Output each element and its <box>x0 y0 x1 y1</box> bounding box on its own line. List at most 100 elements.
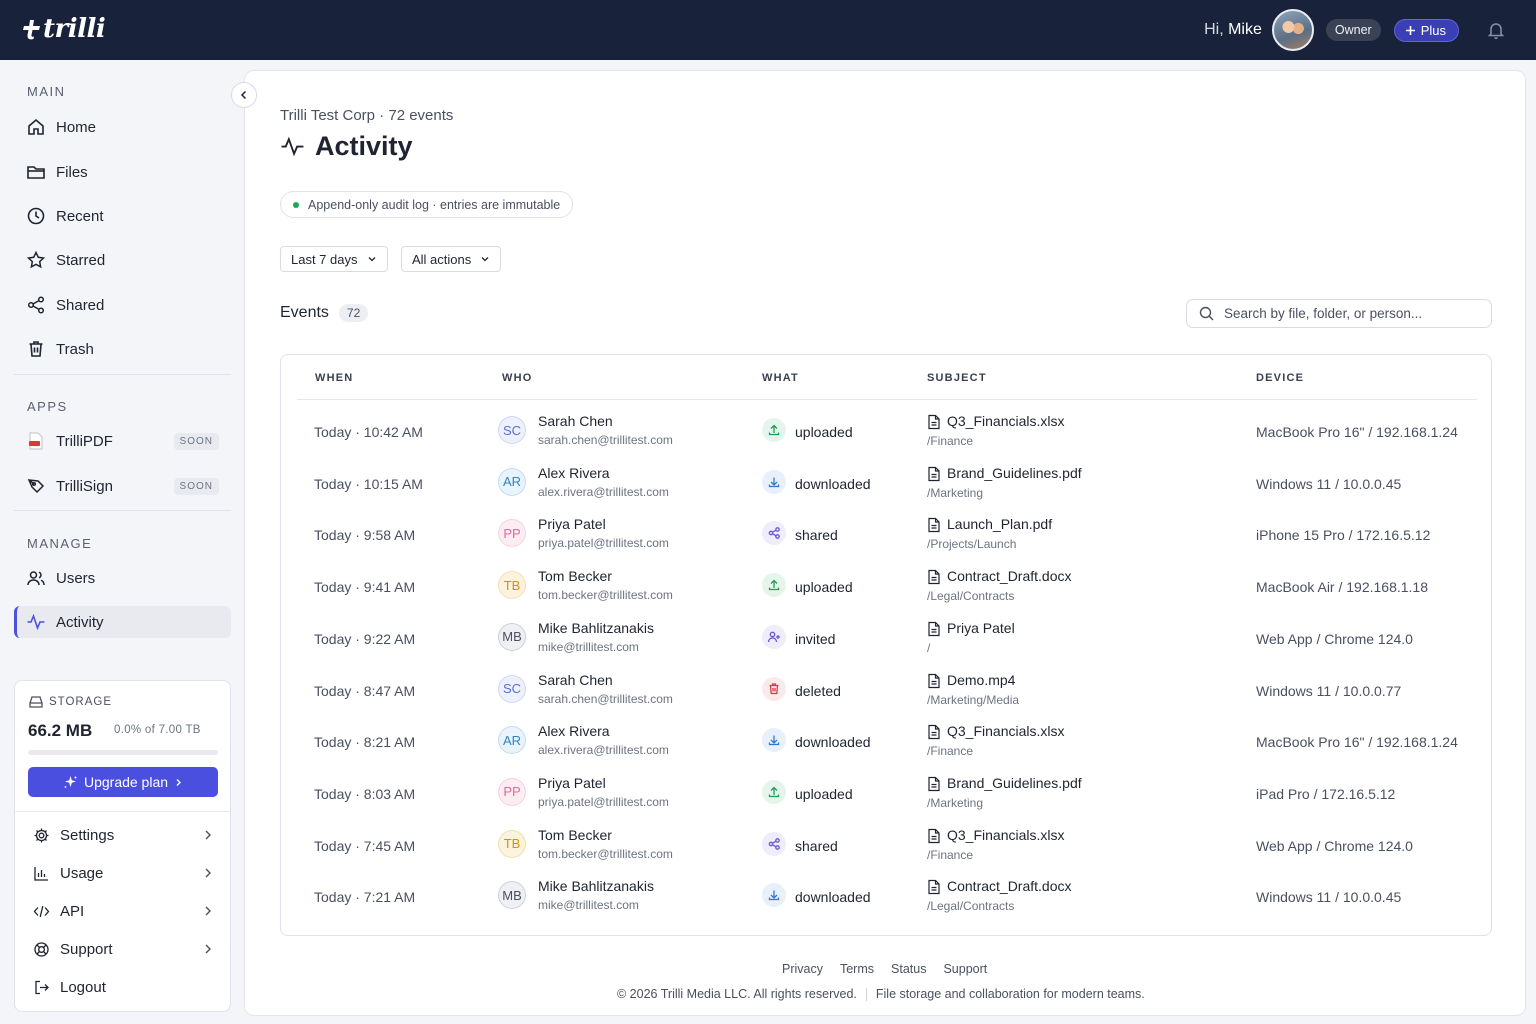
subject-name[interactable]: Brand_Guidelines.pdf <box>947 774 1082 791</box>
table-row[interactable]: Today · 9:41 AM TB Tom Becker tom.becker@tr… <box>281 561 1491 613</box>
star-icon <box>25 249 47 271</box>
sidebar-item-trillisign[interactable]: TrilliSign SOON <box>14 470 231 502</box>
table-row[interactable]: Today · 9:58 AM PP Priya Patel priya.patel@… <box>281 509 1491 561</box>
menu-label: Usage <box>60 864 104 882</box>
user-name[interactable]: Alex Rivera <box>538 723 610 740</box>
user-name[interactable]: Sarah Chen <box>538 671 613 688</box>
subject-name[interactable]: Q3_Financials.xlsx <box>947 826 1065 843</box>
upgrade-plan-button[interactable]: Upgrade plan <box>28 767 218 797</box>
action-filter[interactable]: All actions <box>401 246 502 272</box>
sidebar-item-files[interactable]: Files <box>14 156 231 188</box>
sidebar-item-trash[interactable]: Trash <box>14 333 231 365</box>
table-row[interactable]: Today · 10:42 AM SC Sarah Chen sarah.chen@t… <box>281 406 1491 458</box>
column-header-subject[interactable]: SUBJECT <box>927 372 987 384</box>
column-header-device[interactable]: DEVICE <box>1256 372 1305 384</box>
table-row[interactable]: Today · 9:22 AM MB Mike Bahlitzanakis mike@… <box>281 613 1491 665</box>
user-name[interactable]: Alex Rivera <box>538 464 610 481</box>
user-name[interactable]: Sarah Chen <box>538 413 613 429</box>
table-row[interactable]: Today · 10:15 AM AR Alex Rivera alex.rivera… <box>281 458 1491 510</box>
event-time: Today · 8:03 AM <box>314 785 416 802</box>
user-name[interactable]: Tom Becker <box>538 568 612 585</box>
menu-logout[interactable]: Logout <box>33 972 213 1002</box>
activity-icon <box>25 611 47 633</box>
role-badge: Owner <box>1325 19 1381 41</box>
logo-mark-icon <box>23 20 40 40</box>
chevron-right-icon <box>176 778 182 786</box>
menu-usage[interactable]: Usage <box>33 858 213 888</box>
brand-name: trilli <box>43 14 106 44</box>
sidebar-item-shared[interactable]: Shared <box>14 289 231 321</box>
table-row[interactable]: Today · 8:47 AM SC Sarah Chen sarah.chen@tr… <box>281 665 1491 717</box>
sidebar-item-trillipdf[interactable]: TrilliPDF SOON <box>14 425 231 457</box>
table-row[interactable]: Today · 8:03 AM PP Priya Patel priya.patel@… <box>281 768 1491 820</box>
events-heading: Events 72 <box>280 304 369 322</box>
subject-name[interactable]: Contract_Draft.docx <box>947 568 1072 585</box>
chevron-down-icon <box>368 257 375 262</box>
device-info: MacBook Pro 16" / 192.168.1.24 <box>1256 424 1458 440</box>
column-header-what[interactable]: WHAT <box>762 372 799 384</box>
menu-support[interactable]: Support <box>33 934 213 964</box>
sidebar-item-users[interactable]: Users <box>14 562 231 594</box>
sparkle-icon <box>64 775 77 788</box>
main-panel: Trilli Test Corp · 72 events Activity Ap… <box>244 70 1526 1016</box>
device-info: Web App / Chrome 124.0 <box>1256 837 1413 854</box>
subject-name[interactable]: Launch_Plan.pdf <box>947 516 1053 533</box>
plan-badge[interactable]: Plus <box>1393 18 1459 42</box>
users-icon <box>25 567 47 589</box>
subject-name[interactable]: Q3_Financials.xlsx <box>947 413 1065 429</box>
device-info: iPhone 15 Pro / 172.16.5.12 <box>1256 527 1431 544</box>
subject-path: /Finance <box>927 847 974 862</box>
plan-badge-label: Plus <box>1420 22 1446 38</box>
bell-icon <box>1487 23 1505 40</box>
user-name[interactable]: Priya Patel <box>538 774 606 791</box>
downloaded-icon <box>762 883 786 908</box>
audit-note: Append-only audit log · entries are immu… <box>280 191 574 218</box>
device-info: Windows 11 / 10.0.0.45 <box>1256 475 1402 492</box>
search-input[interactable] <box>1224 306 1474 321</box>
user-name[interactable]: Mike Bahlitzanakis <box>538 878 654 895</box>
invited-icon <box>762 624 786 649</box>
sidebar-item-activity[interactable]: Activity <box>14 606 231 638</box>
subject-name[interactable]: Q3_Financials.xlsx <box>947 723 1065 740</box>
table-row[interactable]: Today · 7:21 AM MB Mike Bahlitzanakis mike@… <box>281 871 1491 923</box>
column-header-when[interactable]: WHEN <box>315 372 354 384</box>
table-row[interactable]: Today · 7:45 AM TB Tom Becker tom.becker@tr… <box>281 820 1491 872</box>
user-name[interactable]: Priya Patel <box>538 516 606 533</box>
search-box[interactable] <box>1186 299 1492 328</box>
user-avatar[interactable] <box>1271 9 1314 51</box>
footer-link-privacy[interactable]: Privacy <box>782 962 823 976</box>
footer-link-status[interactable]: Status <box>891 962 927 976</box>
file-icon <box>927 879 941 900</box>
user-name[interactable]: Tom Becker <box>538 826 612 843</box>
chevron-down-icon <box>481 257 489 262</box>
footer-link-terms[interactable]: Terms <box>839 962 875 976</box>
date-range-value: Last 7 days <box>291 251 358 267</box>
sign-icon <box>25 475 47 497</box>
subject-name[interactable]: Contract_Draft.docx <box>947 878 1072 895</box>
sidebar-item-recent[interactable]: Recent <box>14 200 231 232</box>
sidebar-item-label: Shared <box>56 296 105 314</box>
footer-link-support[interactable]: Support <box>943 962 988 976</box>
menu-settings[interactable]: Settings <box>33 820 213 850</box>
column-header-who[interactable]: WHO <box>502 372 533 384</box>
user-initials-avatar: TB <box>498 571 526 600</box>
user-name[interactable]: Mike Bahlitzanakis <box>538 619 654 636</box>
greeting: Hi, Mike <box>1204 21 1262 38</box>
date-range-filter[interactable]: Last 7 days <box>280 246 388 272</box>
subject-name[interactable]: Demo.mp4 <box>947 671 1016 688</box>
menu-api[interactable]: API <box>33 896 213 926</box>
brand-logo[interactable]: trilli <box>22 14 106 44</box>
user-initials-avatar: TB <box>498 829 526 858</box>
sidebar-item-starred[interactable]: Starred <box>14 244 231 276</box>
subject-name[interactable]: Brand_Guidelines.pdf <box>947 464 1082 481</box>
subject-name[interactable]: Priya Patel <box>947 619 1015 636</box>
subject-path: /Marketing <box>927 485 984 500</box>
action-filter-value: All actions <box>412 251 472 267</box>
notifications-button[interactable] <box>1481 15 1511 45</box>
header-divider <box>297 399 1477 400</box>
sidebar: MAIN Home Files Recent Starred Shared Tr… <box>0 60 244 1024</box>
sidebar-item-home[interactable]: Home <box>14 111 231 143</box>
user-email: sarah.chen@trillitest.com <box>538 433 673 447</box>
table-row[interactable]: Today · 8:21 AM AR Alex Rivera alex.rivera@… <box>281 716 1491 768</box>
sidebar-collapse-button[interactable] <box>231 82 257 108</box>
